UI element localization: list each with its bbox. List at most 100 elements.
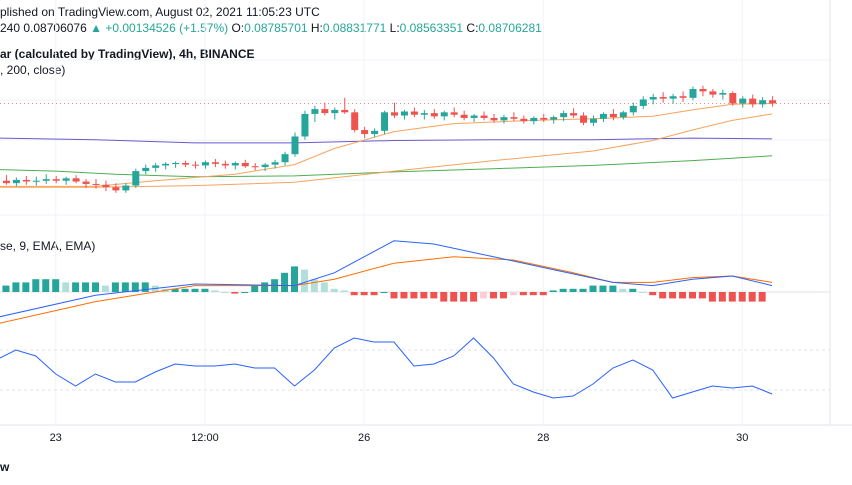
macd-histogram-bar [589, 285, 597, 292]
candle-body [689, 88, 697, 98]
macd-histogram-bar [22, 282, 30, 292]
candle-body [440, 112, 448, 117]
candle-body [62, 178, 70, 181]
candle-body [12, 179, 20, 184]
macd-histogram-bar [300, 269, 308, 292]
candle-body [381, 112, 389, 131]
chart-header: plished on TradingView.com, August 02, 2… [0, 2, 320, 22]
candle-body [490, 117, 498, 121]
candle-body [769, 100, 777, 104]
brand-text: w [0, 460, 10, 474]
candle-body [371, 130, 379, 135]
macd-line [0, 240, 773, 318]
candle-body [540, 117, 548, 120]
rsi-pane [0, 337, 830, 399]
candle-body [112, 187, 120, 191]
ohlc-legend: 240 0.08706076 ▲ +0.00134526 (+1.57%) O:… [0, 20, 542, 36]
macd-histogram-bar [758, 292, 766, 302]
candle-body [42, 179, 50, 181]
candle-body [450, 112, 458, 115]
close-value: 0.08706281 [478, 21, 542, 35]
macd-histogram-bar [450, 292, 458, 302]
time-tick-label: 23 [50, 432, 62, 444]
interval-prefix: 240 [0, 21, 21, 35]
price-change: +0.00134526 (+1.57%) [105, 21, 229, 35]
macd-histogram-bar [738, 292, 746, 302]
candle-body [152, 165, 160, 168]
macd-histogram-bar [291, 266, 298, 292]
macd-histogram-bar [679, 292, 687, 299]
candle-body [182, 163, 190, 165]
rsi-line [0, 337, 773, 399]
candle-body [729, 93, 737, 104]
macd-histogram-bar [101, 285, 109, 292]
candle-body [629, 105, 637, 113]
low-label: L: [389, 21, 400, 35]
macd-histogram-bar [708, 292, 716, 302]
macd-histogram-bar [619, 288, 627, 292]
candle-body [331, 109, 339, 114]
chart-grid [0, 0, 830, 425]
macd-histogram-bar [261, 282, 269, 292]
candle-body [291, 136, 299, 155]
candle-body [82, 181, 90, 184]
ma-slow-line [0, 113, 773, 188]
candle-body [639, 99, 647, 106]
candle-body [241, 163, 249, 167]
macd-histogram-bar [599, 285, 607, 292]
macd-histogram-bar [490, 292, 497, 299]
last-price: 0.08706076 [23, 21, 87, 35]
macd-histogram-bar [718, 292, 726, 302]
macd-histogram-bar [141, 282, 149, 292]
macd-histogram-bar [42, 279, 50, 292]
macd-histogram-bar [569, 288, 577, 292]
macd-histogram-bar [82, 282, 90, 292]
macd-histogram-bar [370, 292, 378, 296]
macd-histogram-bar [231, 292, 239, 294]
macd-histogram-bar [499, 292, 507, 299]
candle-body [580, 115, 588, 123]
candle-body [520, 118, 528, 122]
macd-histogram-bar [221, 292, 229, 293]
candle-body [341, 109, 349, 113]
macd-histogram-bar [529, 292, 537, 296]
candle-body [400, 111, 408, 116]
macd-histogram-bar [191, 288, 199, 292]
candle-body [679, 96, 687, 98]
macd-histogram-bar [92, 282, 99, 292]
macd-histogram-bar [579, 288, 587, 292]
candle-body [659, 97, 667, 99]
macd-histogram-bar [509, 292, 517, 296]
macd-histogram-bar [559, 288, 567, 292]
macd-histogram-bar [698, 292, 706, 299]
macd-histogram-bar [2, 285, 10, 292]
macd-histogram-bar [639, 292, 647, 293]
macd-histogram-bar [440, 292, 448, 302]
open-value: 0.08785701 [244, 21, 308, 35]
macd-signal-line [0, 256, 773, 324]
macd-histogram-bar [32, 279, 40, 292]
candle-body [211, 162, 219, 164]
candle-body [32, 180, 40, 182]
candle-body [570, 113, 578, 116]
candle-body [590, 118, 597, 123]
macd-histogram-bar [390, 292, 398, 299]
macd-histogram-bar [340, 290, 348, 292]
low-value: 0.08563351 [399, 21, 464, 35]
macd-histogram-bar [460, 292, 468, 302]
macd-histogram-bar [281, 272, 289, 292]
candle-body [52, 179, 60, 181]
candle-body [122, 185, 130, 191]
macd-histogram-bar [201, 288, 209, 292]
macd-histogram-bar [480, 292, 488, 299]
macd-histogram-bar [649, 292, 657, 296]
macd-histogram-bar [181, 288, 189, 292]
macd-histogram-bar [12, 282, 20, 292]
candle-body [560, 113, 568, 118]
candle-body [132, 171, 140, 186]
candle-body [231, 163, 239, 166]
macd-histogram-bar [609, 285, 617, 292]
candle-body [460, 114, 468, 118]
